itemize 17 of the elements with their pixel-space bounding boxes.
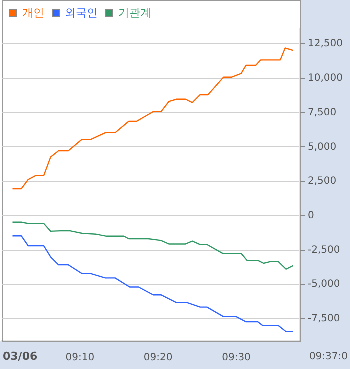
y-tick-label: -7,500: [308, 314, 340, 325]
y-tick-label: 12,500: [308, 38, 344, 50]
y-tick-label: 10,000: [308, 73, 344, 84]
text: 03/06: [3, 350, 38, 363]
y-tick-label: -5,000: [308, 279, 340, 290]
legend-label: 개인: [22, 6, 44, 20]
y-tick-label: 0: [308, 210, 314, 222]
legend-label: 외국인: [65, 6, 98, 20]
y-tick-label: 7,500: [308, 107, 337, 118]
y-tick-label: 2,500: [308, 176, 337, 188]
legend-label: 기관계: [118, 6, 152, 20]
text: 09:37:0: [309, 352, 348, 363]
x-tick-label: 09:10: [66, 352, 95, 364]
y-tick-label: 5,000: [308, 142, 337, 153]
x-tick-label: 09:30: [222, 352, 251, 364]
x-tick-label: 09:20: [144, 352, 173, 364]
y-tick-label: -2,500: [308, 244, 340, 256]
